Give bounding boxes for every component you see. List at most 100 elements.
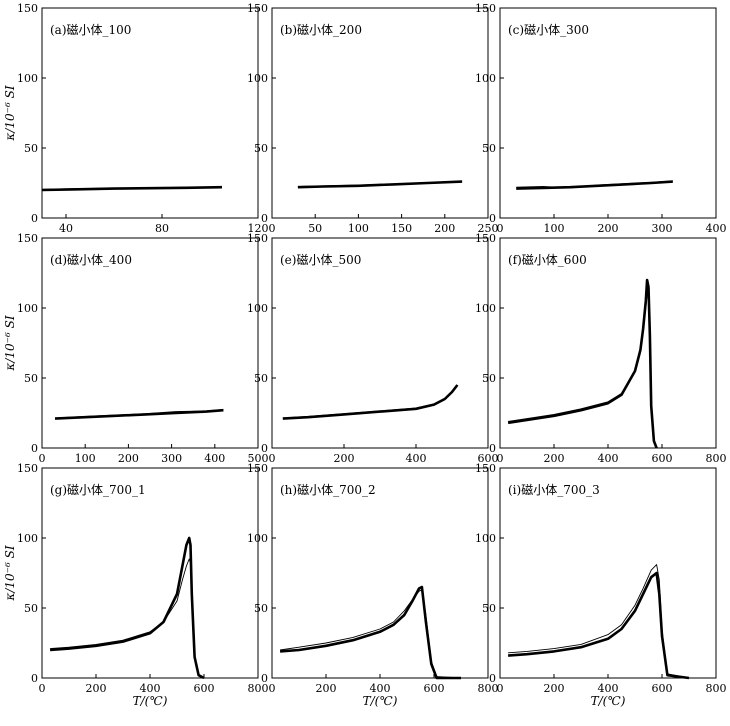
series-line-heating: [282, 384, 459, 420]
x-tick-label: 150: [391, 222, 412, 235]
y-tick-label: 50: [24, 602, 38, 615]
x-tick-label: 600: [652, 452, 673, 465]
plot-frame: [41, 7, 259, 219]
x-tick-label: 40: [59, 222, 73, 235]
x-tick-label: 100: [75, 452, 96, 465]
x-tick-label: 200: [544, 452, 565, 465]
x-axis-label: T/(℃): [133, 694, 168, 708]
x-tick-label: 0: [269, 452, 276, 465]
x-tick-label: 120: [248, 222, 269, 235]
plot-frame: [499, 237, 717, 449]
y-tick-label: 50: [254, 142, 268, 155]
x-tick-label: 800: [478, 682, 499, 695]
x-tick-label: 50: [308, 222, 322, 235]
y-tick-label: 50: [254, 372, 268, 385]
series-line-cooling: [508, 564, 690, 679]
x-tick-label: 400: [204, 452, 225, 465]
x-axis-label: T/(℃): [363, 694, 398, 708]
x-tick-label: 200: [598, 222, 619, 235]
series-line-cooling: [50, 558, 205, 679]
panel-title: (f)磁小体_600: [508, 252, 587, 267]
series-line-heating: [280, 585, 461, 680]
x-tick-label: 250: [478, 222, 499, 235]
x-axis-label: T/(℃): [591, 694, 626, 708]
x-tick-label: 300: [161, 452, 182, 465]
panel-3: 0 50 100 150 0 100 200 300 400 (c)磁小体_300: [475, 2, 727, 235]
y-tick-label: 50: [482, 372, 496, 385]
y-tick-label: 50: [482, 602, 496, 615]
plot-frame: [41, 237, 259, 449]
x-tick-label: 0: [497, 452, 504, 465]
panel-7: 0 50 100 150 0 200 400 600 800 (g)磁小体_700_1 κ/10⁻⁶…: [3, 462, 269, 708]
y-tick-label: 150: [247, 2, 268, 15]
series-line-cooling: [282, 384, 458, 419]
y-tick-label: 100: [247, 72, 268, 85]
y-tick-label: 0: [261, 442, 268, 455]
y-tick-label: 0: [31, 442, 38, 455]
x-tick-label: 0: [497, 682, 504, 695]
y-tick-label: 100: [475, 532, 496, 545]
plot-frame: [271, 7, 489, 219]
panel-title: (c)磁小体_300: [508, 22, 589, 37]
y-tick-label: 100: [475, 72, 496, 85]
x-tick-label: 200: [334, 452, 355, 465]
y-tick-label: 100: [17, 72, 38, 85]
x-tick-label: 400: [706, 222, 727, 235]
series-line-cooling: [41, 186, 223, 190]
y-tick-label: 0: [489, 212, 496, 225]
y-tick-label: 150: [247, 232, 268, 245]
y-tick-label: 150: [475, 232, 496, 245]
panel-5: 0 50 100 150 0 200 400 600 (e)磁小体_500: [247, 232, 499, 465]
series-line-heating: [50, 536, 205, 680]
panel-8: 0 50 100 150 0 200 400 600 800 (h)磁小体_700_2 T/(℃): [247, 462, 499, 708]
y-tick-label: 50: [254, 602, 268, 615]
x-tick-label: 200: [316, 682, 337, 695]
x-tick-label: 0: [39, 682, 46, 695]
x-tick-label: 100: [348, 222, 369, 235]
x-tick-label: 100: [544, 222, 565, 235]
panel-6: 0 50 100 150 0 200 400 600 800 (f)磁小体_600: [475, 232, 727, 465]
panel-1: 0 50 100 150 40 80 120 (a)磁小体_100 κ/10⁻⁶ SI: [3, 2, 269, 235]
x-tick-label: 80: [155, 222, 169, 235]
panel-title: (d)磁小体_400: [50, 252, 132, 267]
panel-2: 0 50 100 150 0 50 100 150 200 250 (b)磁小体_200: [247, 2, 499, 235]
y-tick-label: 150: [17, 2, 38, 15]
series-line-cooling: [508, 293, 658, 449]
y-tick-label: 50: [24, 372, 38, 385]
series-line-heating: [516, 180, 673, 190]
x-tick-label: 400: [598, 452, 619, 465]
x-tick-label: 400: [140, 682, 161, 695]
x-tick-label: 800: [248, 682, 269, 695]
x-tick-label: 400: [370, 682, 391, 695]
x-tick-label: 0: [269, 682, 276, 695]
y-tick-label: 150: [17, 232, 38, 245]
x-tick-label: 500: [248, 452, 269, 465]
series-line-heating: [54, 408, 224, 420]
y-axis-label: κ/10⁻⁶ SI: [3, 85, 17, 141]
y-tick-label: 150: [475, 2, 496, 15]
series-line-cooling: [297, 180, 463, 187]
y-tick-label: 100: [17, 302, 38, 315]
series-line-heating: [507, 278, 658, 449]
y-tick-label: 0: [261, 212, 268, 225]
y-tick-label: 100: [17, 532, 38, 545]
x-tick-label: 0: [269, 222, 276, 235]
x-tick-label: 200: [86, 682, 107, 695]
x-tick-label: 200: [544, 682, 565, 695]
plot-frame: [271, 237, 489, 449]
x-tick-label: 0: [497, 222, 504, 235]
panel-title: (h)磁小体_700_2: [280, 482, 376, 497]
y-tick-label: 0: [489, 442, 496, 455]
x-tick-label: 600: [424, 682, 445, 695]
y-tick-label: 100: [247, 532, 268, 545]
x-tick-label: 400: [598, 682, 619, 695]
panel-title: (e)磁小体_500: [280, 252, 361, 267]
y-tick-label: 0: [261, 672, 268, 685]
panel-title: (i)磁小体_700_3: [508, 482, 600, 497]
y-tick-label: 0: [489, 672, 496, 685]
panel-9: 0 50 100 150 0 200 400 600 800 (i)磁小体_700_3 T/(℃): [475, 462, 727, 708]
x-tick-label: 0: [39, 452, 46, 465]
y-tick-label: 50: [482, 142, 496, 155]
series-line-cooling: [280, 589, 462, 679]
